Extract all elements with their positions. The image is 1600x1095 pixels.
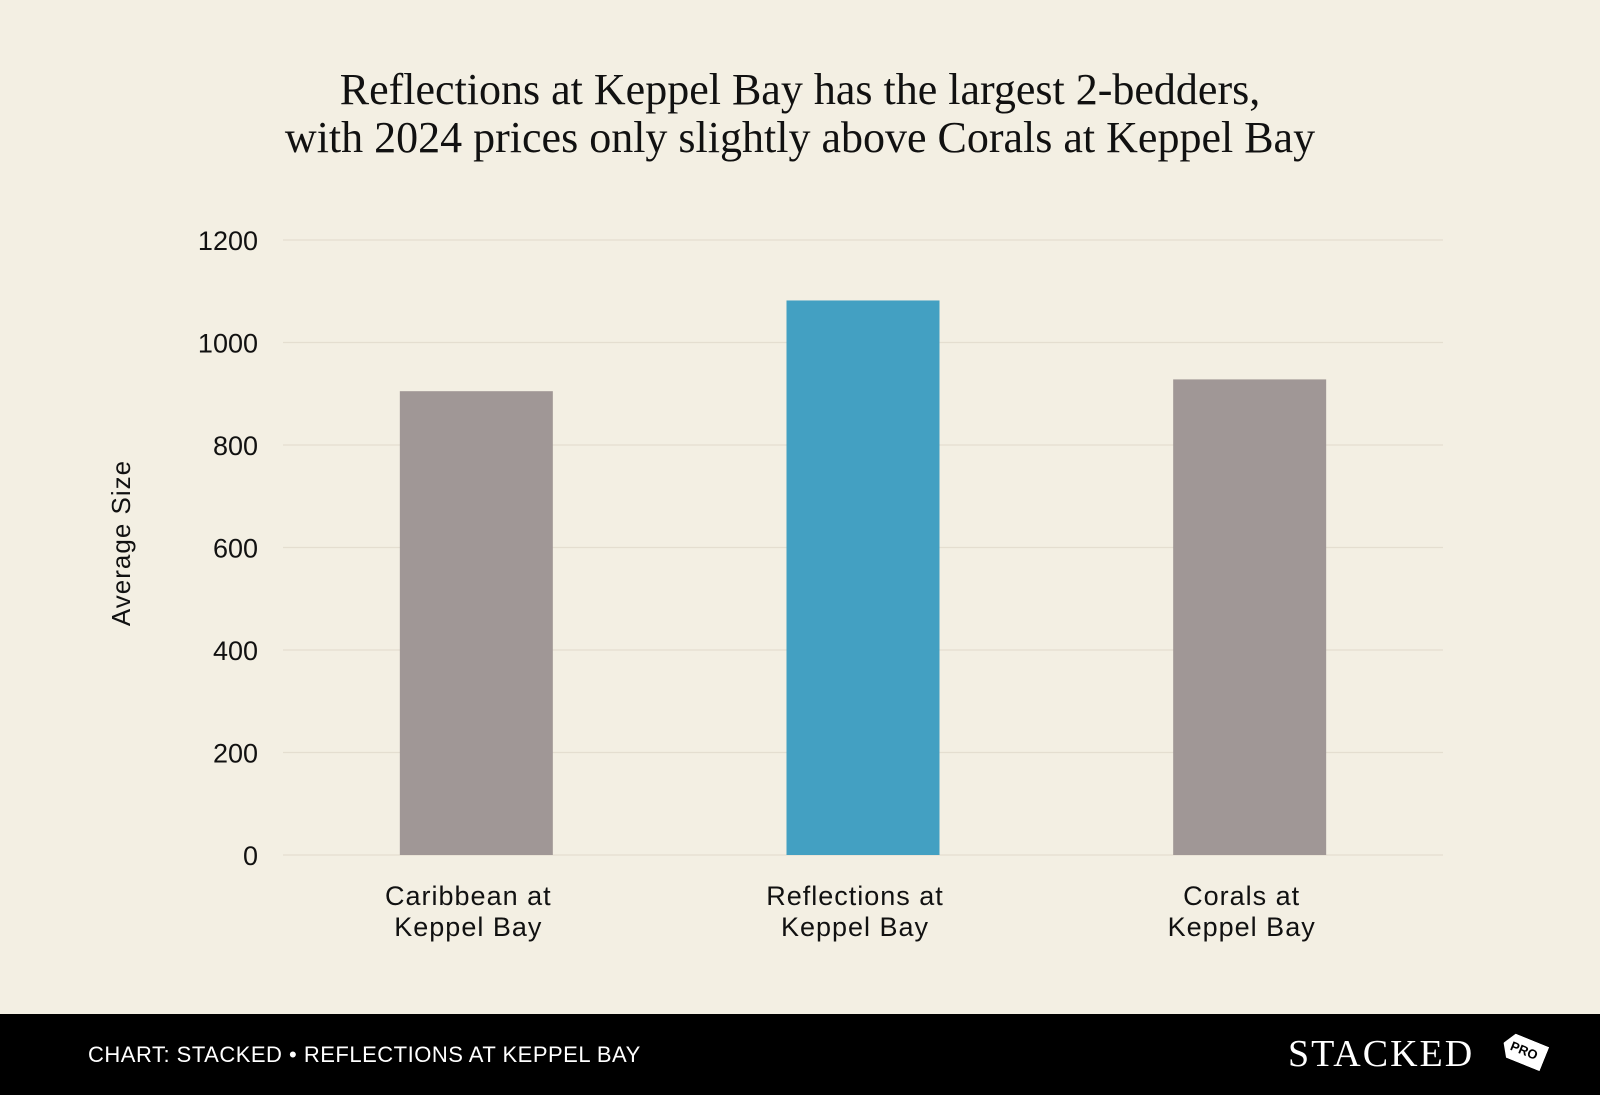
bar xyxy=(399,391,553,855)
bar xyxy=(786,300,940,856)
chart-title: Reflections at Keppel Bay has the larges… xyxy=(0,66,1600,162)
x-tick-label: Keppel Bay xyxy=(394,912,542,942)
bar xyxy=(1173,379,1327,855)
y-tick-label: 1200 xyxy=(198,226,258,256)
y-tick-label: 400 xyxy=(213,636,258,666)
chart-title-line-2: with 2024 prices only slightly above Cor… xyxy=(284,113,1316,162)
x-tick-label: Keppel Bay xyxy=(1168,912,1316,942)
y-axis-label: Average Size xyxy=(106,460,136,626)
x-tick-label: Reflections at xyxy=(766,881,944,911)
x-tick-label: Caribbean at xyxy=(385,881,552,911)
y-tick-label: 1000 xyxy=(198,329,258,359)
chart-credit: CHART: STACKED • REFLECTIONS AT KEPPEL B… xyxy=(88,1042,641,1067)
stacked-logo: STACKED xyxy=(1288,1033,1475,1075)
y-tick-label: 800 xyxy=(213,431,258,461)
chart-title-line-1: Reflections at Keppel Bay has the larges… xyxy=(339,65,1261,114)
x-tick-label: Keppel Bay xyxy=(781,912,929,942)
y-tick-label: 0 xyxy=(243,841,258,871)
y-tick-label: 600 xyxy=(213,534,258,564)
y-tick-label: 200 xyxy=(213,739,258,769)
pro-badge: PRO xyxy=(1499,1031,1550,1072)
x-tick-label: Corals at xyxy=(1183,881,1300,911)
y-axis-ticks: 0 200 400 600 800 1000 1200 xyxy=(198,226,258,871)
footer-bar: CHART: STACKED • REFLECTIONS AT KEPPEL B… xyxy=(0,1014,1600,1095)
bars xyxy=(399,300,1327,856)
